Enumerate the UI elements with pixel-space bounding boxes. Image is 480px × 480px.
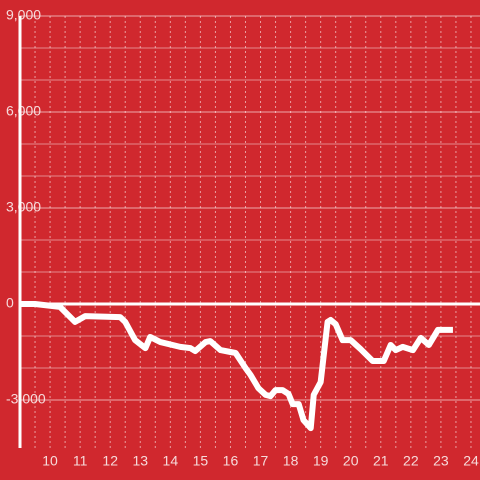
x-tick-label: 24 — [463, 453, 479, 469]
x-tick-label: 14 — [163, 453, 179, 469]
x-tick-label: 10 — [42, 453, 58, 469]
x-tick-label: 12 — [102, 453, 118, 469]
x-tick-label: 18 — [283, 453, 299, 469]
x-tick-label: 15 — [193, 453, 209, 469]
y-tick-label: 6,000 — [6, 103, 41, 119]
x-tick-label: 20 — [343, 453, 359, 469]
x-tick-label: 13 — [132, 453, 148, 469]
y-tick-label: -3,000 — [6, 391, 46, 407]
y-tick-label: 3,000 — [6, 199, 41, 215]
x-tick-label: 16 — [223, 453, 239, 469]
y-tick-label: 9,000 — [6, 7, 41, 23]
series-line — [20, 301, 453, 432]
x-tick-label: 19 — [313, 453, 329, 469]
x-tick-label: 21 — [373, 453, 389, 469]
y-tick-label: 0 — [6, 295, 14, 311]
x-tick-label: 17 — [253, 453, 269, 469]
x-tick-label: 23 — [433, 453, 449, 469]
x-tick-label: 11 — [73, 453, 88, 469]
x-tick-label: 22 — [403, 453, 419, 469]
